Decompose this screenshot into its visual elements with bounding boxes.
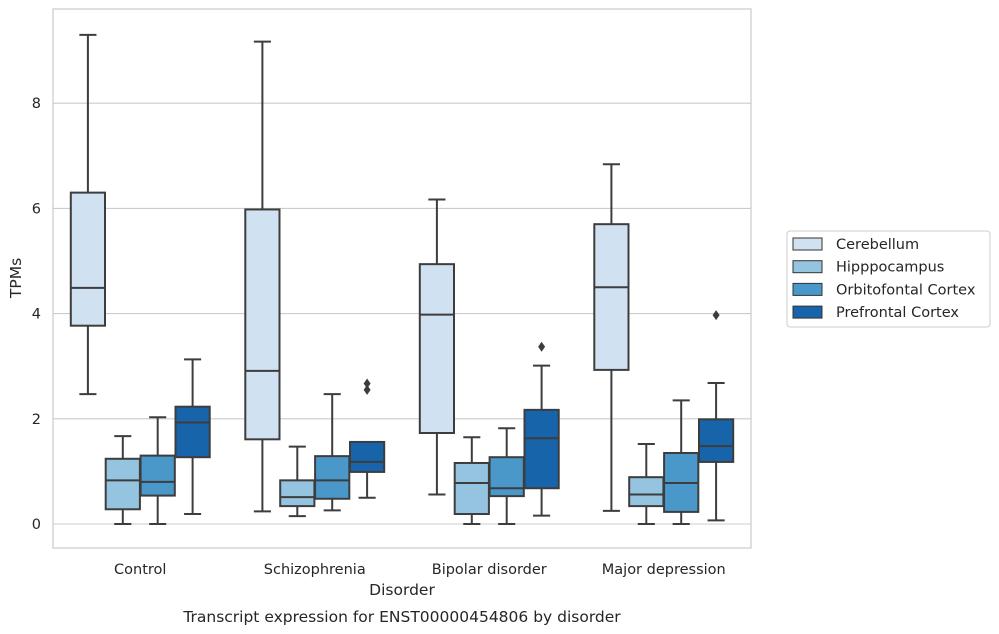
- box-body: [593, 223, 630, 371]
- outlier-point: [712, 310, 720, 321]
- legend-label: Orbitofontal Cortex: [836, 282, 976, 298]
- box-body: [104, 457, 141, 511]
- y-tick-label: 8: [32, 96, 41, 112]
- box-body: [697, 418, 735, 463]
- legend-swatch: [792, 282, 823, 296]
- box-orbitofontal-cortex: [139, 416, 176, 525]
- legend-label: Hipppocampus: [836, 260, 944, 276]
- box-prefrontal-cortex: [348, 378, 386, 499]
- outlier-point: [538, 341, 546, 352]
- legend-swatch: [792, 237, 823, 251]
- y-tick-label: 6: [32, 201, 41, 217]
- gridlines: [53, 102, 751, 525]
- x-tick-label: Control: [114, 562, 166, 578]
- x-axis-label: Disorder: [369, 581, 435, 599]
- box-body: [523, 408, 560, 490]
- chart-caption: Transcript expression for ENST0000045480…: [182, 608, 621, 626]
- legend-label: Prefrontal Cortex: [836, 305, 959, 321]
- legend-swatch: [792, 305, 823, 319]
- box-body: [348, 440, 386, 473]
- y-axis-label: TPMs: [7, 258, 25, 299]
- outlier-point: [363, 384, 371, 395]
- box-hipppocampus: [279, 445, 316, 518]
- box-prefrontal-cortex: [697, 310, 735, 522]
- box-prefrontal-cortex: [523, 341, 560, 517]
- y-axis-ticks: 0 2 4 6 8: [32, 96, 41, 533]
- box-body: [69, 191, 107, 327]
- box-prefrontal-cortex: [174, 358, 211, 516]
- box-body: [244, 208, 281, 441]
- legend-swatch: [792, 260, 823, 274]
- boxes: [69, 33, 735, 525]
- box-cerebellum: [593, 163, 630, 512]
- y-tick-label: 0: [32, 517, 41, 533]
- box-body: [314, 455, 351, 500]
- box-cerebellum: [244, 40, 281, 513]
- plot-area-frame: [52, 8, 752, 549]
- legend-label: Cerebellum: [836, 237, 919, 253]
- x-tick-label: Bipolar disorder: [432, 562, 547, 578]
- box-body: [139, 454, 176, 497]
- x-tick-label: Schizophrenia: [264, 562, 366, 578]
- y-tick-label: 2: [32, 412, 41, 428]
- box-body: [174, 405, 211, 459]
- box-hipppocampus: [104, 435, 141, 525]
- outlier-point: [363, 378, 371, 389]
- box-body: [488, 456, 525, 498]
- x-tick-label: Major depression: [602, 562, 726, 578]
- box-body: [453, 461, 490, 516]
- legend: Cerebellum Hipppocampus Orbitofontal Corte…: [786, 230, 991, 328]
- box-body: [628, 476, 665, 508]
- box-cerebellum: [418, 198, 456, 496]
- x-axis-ticks: Control Schizophrenia Bipolar disorder Majo…: [114, 562, 726, 578]
- box-body: [279, 479, 316, 508]
- box-orbitofontal-cortex: [663, 399, 700, 525]
- box-orbitofontal-cortex: [314, 393, 351, 512]
- box-body: [418, 263, 456, 435]
- box-hipppocampus: [453, 436, 490, 525]
- box-cerebellum: [69, 33, 107, 396]
- legend-frame: [786, 230, 991, 328]
- y-tick-label: 4: [32, 307, 41, 323]
